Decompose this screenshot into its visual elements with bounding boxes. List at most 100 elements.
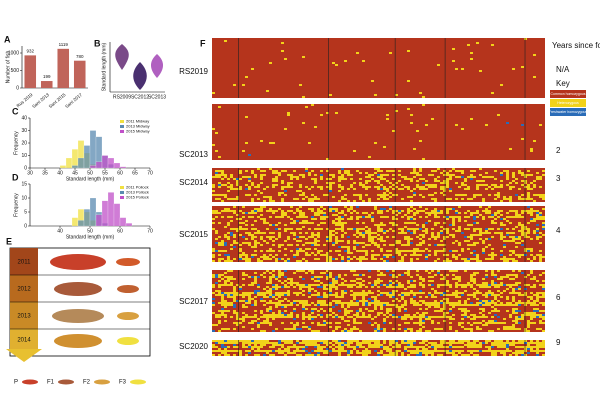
heatmap-cell (251, 284, 254, 286)
heatmap-cell (269, 306, 272, 308)
heatmap-cell (362, 304, 365, 306)
heatmap-cell (422, 242, 425, 244)
heatmap-cell (419, 242, 422, 244)
heatmap-cell (335, 282, 338, 284)
heatmap-cell (428, 330, 431, 332)
heatmap-cell (326, 322, 329, 324)
heatmap-cell (353, 280, 356, 282)
heatmap-cell (281, 214, 284, 216)
heatmap-cell (425, 318, 428, 320)
heatmap-cell (266, 320, 269, 322)
heatmap-cell (335, 314, 338, 316)
heatmap-cell (263, 316, 266, 318)
heatmap-cell (386, 250, 389, 252)
heatmap-cell (335, 238, 338, 240)
heatmap-cell (491, 256, 494, 258)
heatmap-cell (227, 190, 230, 192)
heatmap-cell (476, 340, 479, 342)
heatmap-cell (482, 282, 485, 284)
heatmap-cell (428, 292, 431, 294)
heatmap-cell (359, 198, 362, 200)
heatmap-cell (272, 284, 275, 286)
heatmap-cell (536, 212, 539, 214)
heatmap-cell (215, 294, 218, 296)
heatmap-cell (314, 198, 317, 200)
heatmap-cell (515, 246, 518, 248)
heatmap-cell (290, 302, 293, 304)
heatmap-cell (401, 228, 404, 230)
heatmap-cell (311, 278, 314, 280)
heatmap-cell (251, 216, 254, 218)
heatmap-cell (224, 292, 227, 294)
y-tick-label: 30 (21, 128, 27, 134)
heatmap-cell (392, 276, 395, 278)
heatmap-cell (290, 328, 293, 330)
heatmap-cell (254, 282, 257, 284)
heatmap-cell (245, 316, 248, 318)
heatmap-cell (446, 302, 449, 304)
heatmap-cell (260, 300, 263, 302)
heatmap-cell (476, 328, 479, 330)
heatmap-cell (293, 318, 296, 320)
heatmap-cell (488, 194, 491, 196)
heatmap-cell (221, 304, 224, 306)
heatmap-cell (419, 314, 422, 316)
heatmap-cell (260, 140, 263, 142)
heatmap-cell (230, 198, 233, 200)
heatmap-cell (380, 302, 383, 304)
heatmap-cell (536, 298, 539, 300)
heatmap-cell (236, 342, 239, 344)
heatmap-cell (278, 250, 281, 252)
heatmap-cell (485, 294, 488, 296)
heatmap-cell (410, 290, 413, 292)
heatmap-cell (395, 110, 398, 112)
heatmap-cell (308, 198, 311, 200)
heatmap-cell (317, 198, 320, 200)
heatmap-cell (515, 346, 518, 348)
heatmap-cell (449, 190, 452, 192)
heatmap-cell (428, 184, 431, 186)
heatmap-cell (383, 330, 386, 332)
heatmap-cell (515, 282, 518, 284)
heatmap-cell (257, 292, 260, 294)
heatmap-cell (404, 310, 407, 312)
heatmap-cell (242, 274, 245, 276)
heatmap-cell (473, 258, 476, 260)
heatmap-cell (458, 244, 461, 246)
heatmap-cell (419, 318, 422, 320)
heatmap-cell (242, 344, 245, 346)
heatmap-cell (455, 286, 458, 288)
heatmap-cell (281, 350, 284, 352)
heatmap-cell (479, 232, 482, 234)
heatmap-cell (305, 350, 308, 352)
heatmap-cell (275, 172, 278, 174)
heatmap-cell (419, 188, 422, 190)
heatmap-cell (485, 246, 488, 248)
heatmap-cell (272, 232, 275, 234)
heatmap-cell (344, 350, 347, 352)
heatmap-cell (305, 342, 308, 344)
heatmap-cell (353, 314, 356, 316)
heatmap-cell (242, 176, 245, 178)
heatmap-cell (407, 222, 410, 224)
heatmap-cell (431, 194, 434, 196)
heatmap-cell (338, 184, 341, 186)
heatmap-cell (218, 106, 221, 108)
heatmap-cell (482, 314, 485, 316)
heatmap-cell (329, 258, 332, 260)
heatmap-cell (299, 350, 302, 352)
heatmap-cell (467, 294, 470, 296)
heatmap-cell (359, 194, 362, 196)
heatmap-cell (413, 250, 416, 252)
heatmap-cell (473, 254, 476, 256)
heatmap-cell (527, 324, 530, 326)
heatmap-cell (437, 272, 440, 274)
heatmap-cell (494, 184, 497, 186)
heatmap-cell (413, 228, 416, 230)
heatmap-cell (389, 250, 392, 252)
row-label: SC2014 (179, 178, 208, 187)
heatmap-cell (410, 280, 413, 282)
heatmap-cell (308, 340, 311, 342)
heatmap-cell (293, 282, 296, 284)
heatmap-cell (293, 326, 296, 328)
